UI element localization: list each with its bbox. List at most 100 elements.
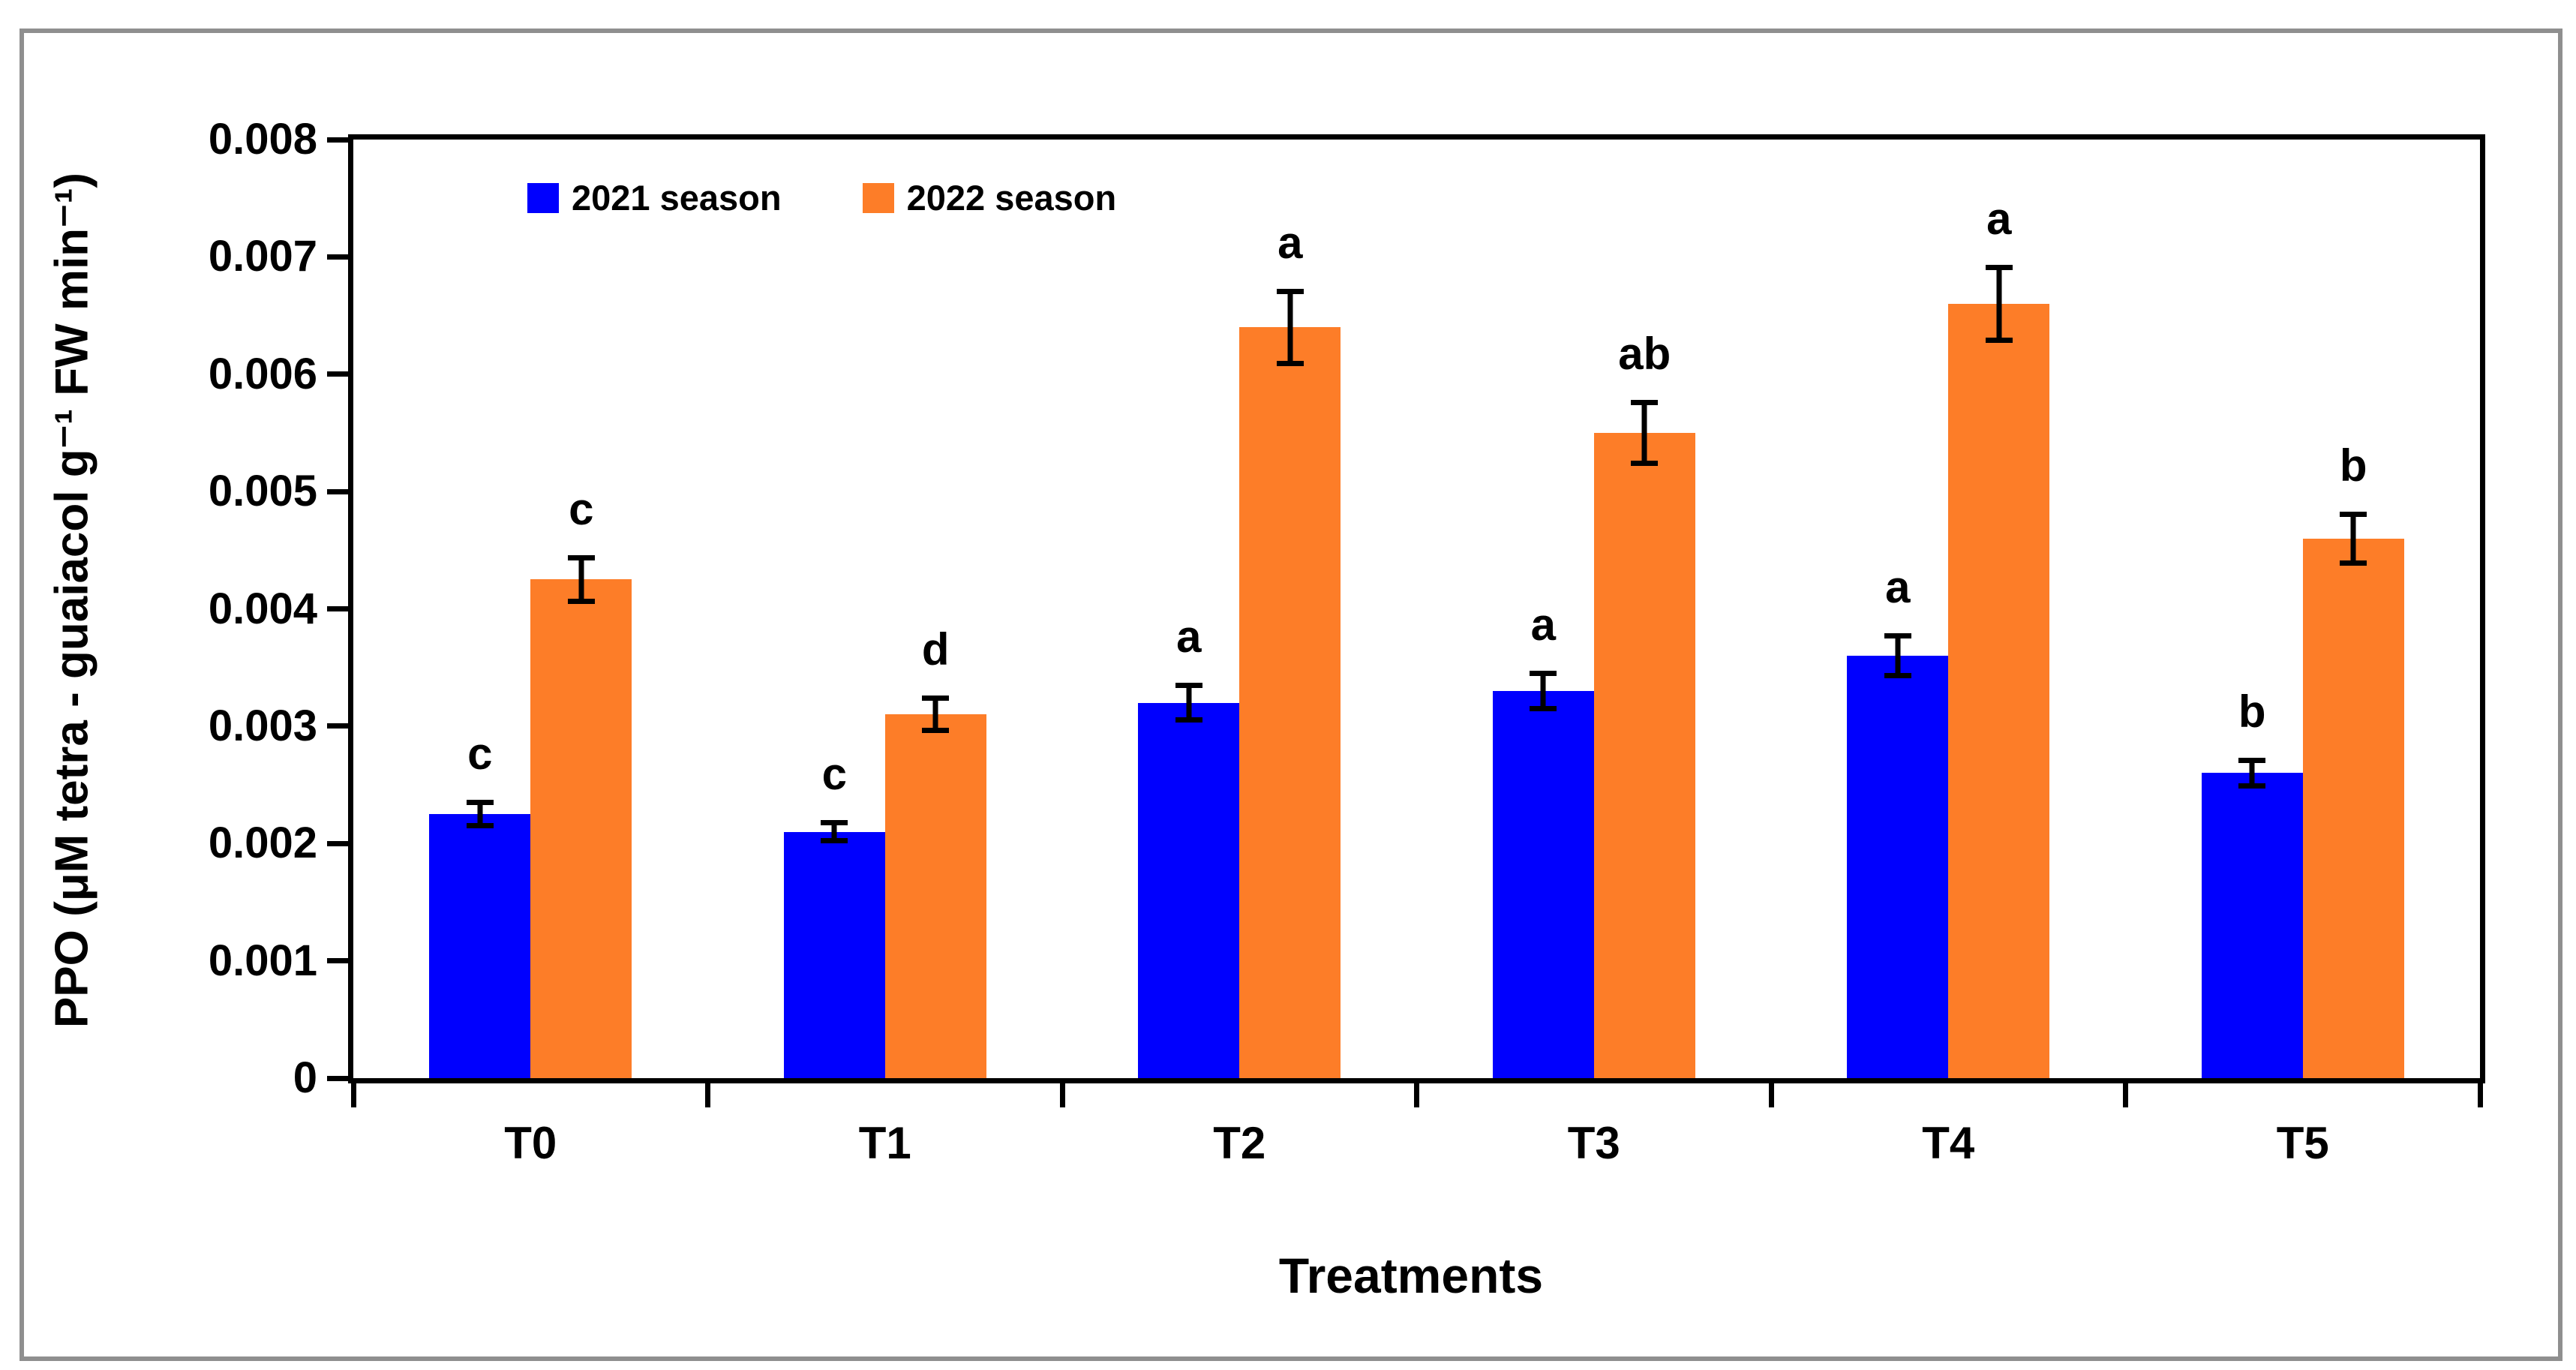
bar-2021-T2 bbox=[1138, 702, 1240, 1078]
error-stem bbox=[477, 800, 483, 828]
error-stem bbox=[831, 819, 837, 844]
bar-2021-T0 bbox=[429, 814, 531, 1078]
significance-letter-2022-T4: a bbox=[1986, 194, 2012, 245]
bar-2022-T3 bbox=[1593, 432, 1695, 1078]
error-stem bbox=[2249, 758, 2255, 789]
error-cap-bottom bbox=[1175, 717, 1202, 723]
error-cap-bottom bbox=[1276, 360, 1304, 366]
legend-swatch-2021-icon bbox=[527, 182, 559, 213]
significance-letter-2022-T3: ab bbox=[1618, 329, 1671, 380]
x-axis-category-label: T1 bbox=[858, 1118, 911, 1168]
legend-label-2021: 2021 season bbox=[572, 178, 782, 218]
y-axis-tick-label: 0.001 bbox=[208, 936, 317, 985]
error-bar-2022-T2 bbox=[1276, 288, 1304, 366]
error-cap-bottom bbox=[821, 838, 848, 844]
error-stem bbox=[1186, 683, 1192, 723]
legend-item-2021: 2021 season bbox=[527, 177, 782, 218]
error-stem bbox=[1895, 633, 1901, 678]
error-cap-bottom bbox=[1985, 337, 2013, 343]
error-stem bbox=[578, 554, 584, 605]
error-bar-2022-T4 bbox=[1985, 265, 2013, 343]
x-axis-tick bbox=[350, 1083, 356, 1107]
error-bar-2022-T1 bbox=[922, 696, 950, 734]
significance-letter-2022-T1: d bbox=[921, 624, 950, 675]
legend-swatch-2022-icon bbox=[862, 182, 894, 213]
error-stem bbox=[1996, 265, 2002, 343]
error-stem bbox=[932, 696, 938, 734]
error-bar-2022-T3 bbox=[1631, 400, 1659, 466]
error-cap-bottom bbox=[2238, 783, 2266, 789]
bar-2022-T1 bbox=[884, 714, 986, 1078]
y-axis-tick-label: 0.004 bbox=[208, 584, 317, 633]
legend: 2021 season 2022 season bbox=[527, 177, 1116, 218]
error-cap-bottom bbox=[466, 822, 494, 828]
x-axis-category-label: T4 bbox=[1922, 1118, 1975, 1168]
error-stem bbox=[1641, 400, 1647, 466]
error-bar-2021-T2 bbox=[1175, 683, 1202, 723]
x-axis-tick bbox=[2477, 1083, 2483, 1107]
bar-2021-T5 bbox=[2201, 773, 2303, 1078]
y-axis-tick-label: 0.002 bbox=[208, 819, 317, 868]
x-axis-tick bbox=[705, 1083, 710, 1107]
error-cap-bottom bbox=[2340, 560, 2367, 566]
y-axis-tick bbox=[327, 1075, 348, 1081]
bar-2021-T1 bbox=[783, 831, 885, 1078]
plot-area: 2021 season 2022 season 0 0.001 0.002 0.003… bbox=[209, 116, 2485, 1167]
bar-2022-T5 bbox=[2302, 538, 2404, 1078]
legend-label-2022: 2022 season bbox=[906, 178, 1117, 218]
error-cap-bottom bbox=[1631, 460, 1659, 466]
bar-2021-T3 bbox=[1492, 690, 1594, 1078]
y-axis-tick-label: 0.006 bbox=[208, 349, 317, 398]
error-bar-2022-T5 bbox=[2340, 511, 2367, 566]
significance-letter-2022-T0: c bbox=[569, 483, 594, 534]
y-axis-tick bbox=[327, 606, 348, 611]
y-axis-tick bbox=[327, 723, 348, 729]
significance-letter-2022-T2: a bbox=[1277, 217, 1303, 268]
x-axis-category-label: T0 bbox=[504, 1118, 557, 1168]
x-axis-category-label: T3 bbox=[1567, 1118, 1620, 1168]
x-axis-tick bbox=[1059, 1083, 1065, 1107]
significance-letter-2022-T5: b bbox=[2339, 440, 2367, 491]
bar-2021-T4 bbox=[1847, 656, 1949, 1078]
y-axis-title: PPO (μM tetra - guaiacol g⁻¹ FW min⁻¹) bbox=[46, 172, 98, 1029]
y-axis-tick bbox=[327, 137, 348, 143]
error-bar-2021-T5 bbox=[2238, 758, 2266, 789]
error-stem bbox=[1540, 671, 1546, 711]
bar-2022-T4 bbox=[1948, 303, 2050, 1078]
y-axis-tick-label: 0.003 bbox=[208, 701, 317, 750]
y-axis-tick bbox=[327, 488, 348, 494]
significance-letter-2021-T3: a bbox=[1530, 599, 1556, 650]
error-bar-2021-T3 bbox=[1530, 671, 1557, 711]
bar-2022-T0 bbox=[530, 579, 632, 1078]
y-axis-tick bbox=[327, 254, 348, 260]
error-cap-bottom bbox=[1884, 672, 1911, 678]
y-axis-tick-label: 0.008 bbox=[208, 115, 317, 164]
error-cap-bottom bbox=[922, 728, 950, 734]
bar-2022-T2 bbox=[1239, 327, 1341, 1078]
error-bar-2021-T4 bbox=[1884, 633, 1911, 678]
y-axis-tick-label: 0 bbox=[293, 1053, 317, 1102]
x-axis-title: Treatments bbox=[1278, 1248, 1544, 1303]
y-axis-tick bbox=[327, 371, 348, 377]
error-bar-2022-T0 bbox=[567, 554, 595, 605]
y-axis-tick-label: 0.007 bbox=[208, 232, 317, 281]
error-bar-2021-T0 bbox=[466, 800, 494, 828]
y-axis-tick bbox=[327, 958, 348, 964]
x-axis-tick bbox=[1414, 1083, 1419, 1107]
x-axis-category-label: T5 bbox=[2276, 1118, 2329, 1168]
error-cap-bottom bbox=[1530, 705, 1557, 711]
error-bar-2021-T1 bbox=[821, 819, 848, 844]
significance-letter-2021-T2: a bbox=[1176, 611, 1202, 662]
error-cap-bottom bbox=[567, 599, 595, 605]
x-axis-tick bbox=[1768, 1083, 1774, 1107]
significance-letter-2021-T1: c bbox=[821, 748, 847, 799]
x-axis-tick bbox=[2123, 1083, 2128, 1107]
y-axis-tick bbox=[327, 840, 348, 846]
error-stem bbox=[1287, 288, 1293, 366]
y-axis-tick-label: 0.005 bbox=[208, 467, 317, 516]
significance-letter-2021-T5: b bbox=[2238, 687, 2266, 738]
significance-letter-2021-T0: c bbox=[467, 729, 493, 780]
error-stem bbox=[2350, 511, 2356, 566]
x-axis-category-label: T2 bbox=[1213, 1118, 1266, 1168]
